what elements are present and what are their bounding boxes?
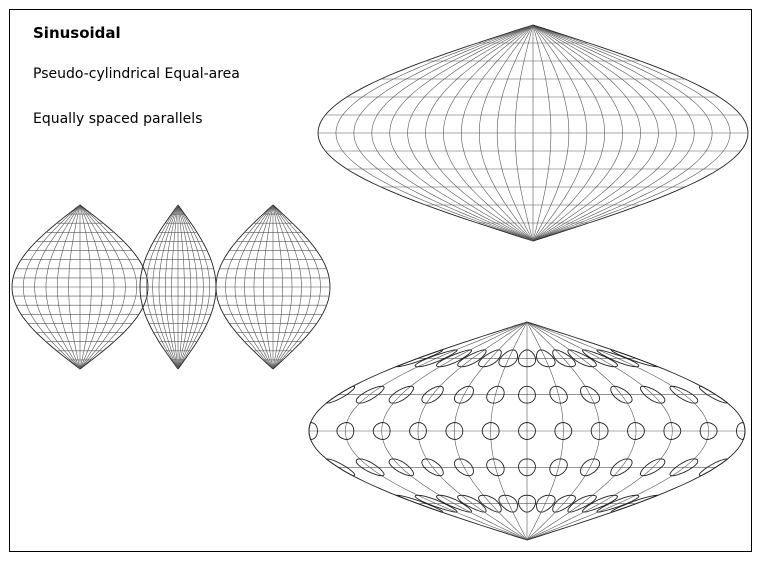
slide-title: Sinusoidal <box>33 24 121 42</box>
slide-border <box>10 10 752 552</box>
page: Sinusoidal Pseudo-cylindrical Equal-area… <box>0 0 761 562</box>
slide-text: Pseudo-cylindrical Equal-area <box>33 66 240 82</box>
slide-text: Equally spaced parallels <box>33 111 202 127</box>
slide: Sinusoidal Pseudo-cylindrical Equal-area… <box>0 0 761 562</box>
